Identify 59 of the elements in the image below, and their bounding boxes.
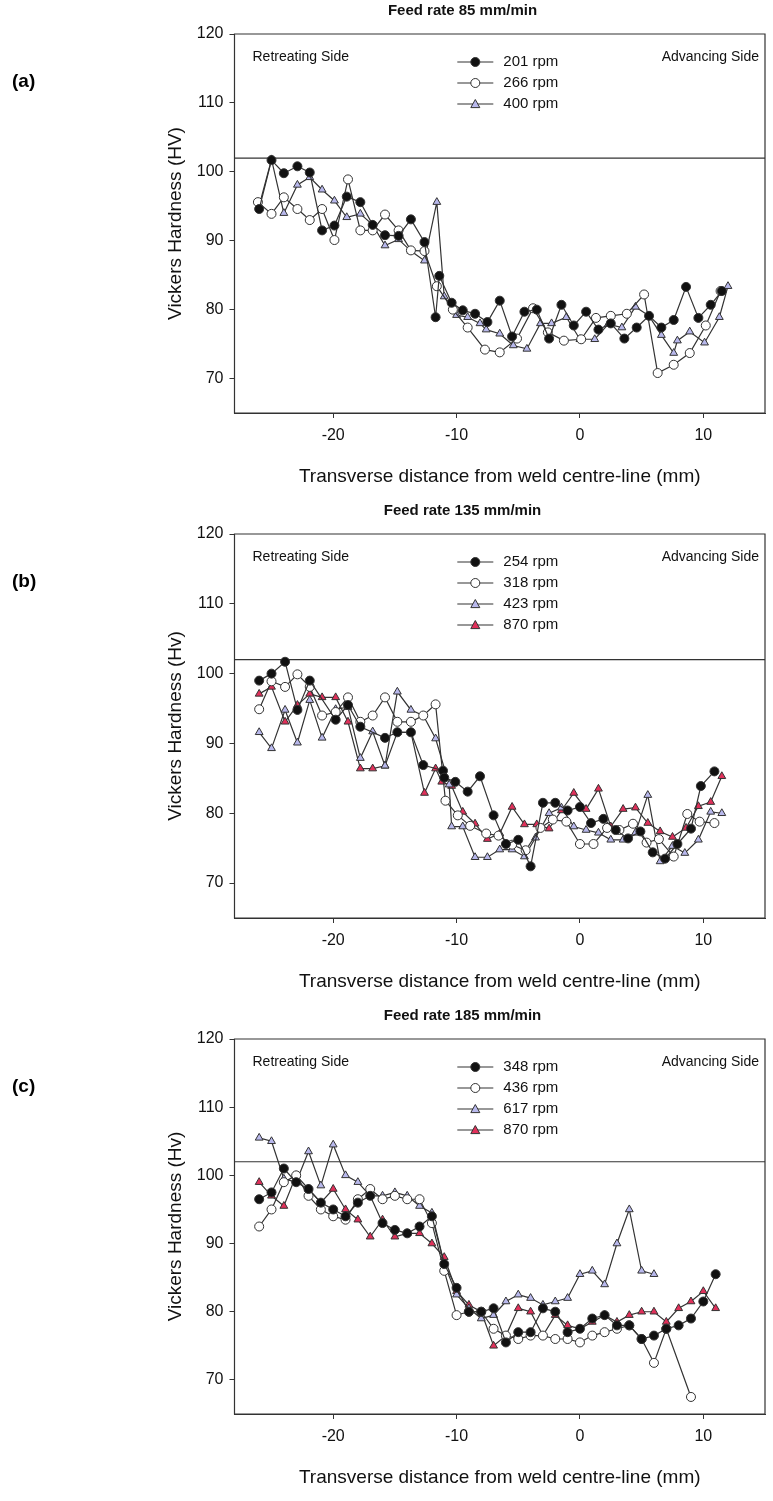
x-tick-label: -10 — [445, 1427, 469, 1445]
y-tick-label: 110 — [197, 1097, 224, 1115]
y-tick-label: 120 — [196, 1029, 224, 1047]
y-tick-label: 80 — [205, 1302, 224, 1320]
text: (c) — [12, 1075, 36, 1097]
x-tick-label: -20 — [321, 1427, 345, 1445]
y-tick-label: 90 — [205, 1233, 224, 1251]
chart-title: Feed rate 185 mm/min — [383, 1006, 542, 1024]
x-tick-label: -10 — [445, 426, 469, 444]
x-tick-label: 10 — [694, 426, 713, 444]
x-axis-title: Transverse distance from weld centre-line (mm) — [298, 464, 701, 486]
x-tick-label: 0 — [575, 1427, 585, 1445]
y-tick-label: 120 — [196, 524, 224, 542]
legend-label: 266 rpm — [503, 73, 559, 91]
legend-label: 254 rpm — [503, 552, 559, 570]
annotation: Retreating Side — [252, 1052, 350, 1069]
annotation: Advancing Side — [661, 47, 760, 64]
x-tick-label: -10 — [445, 931, 469, 949]
y-tick-label: 70 — [205, 1370, 224, 1388]
y-tick-label: 110 — [197, 594, 224, 612]
x-axis-title: Transverse distance from weld centre-line (mm) — [298, 1465, 701, 1487]
legend-label: 423 rpm — [503, 594, 559, 612]
y-tick-label: 80 — [205, 803, 224, 821]
legend-label: 348 rpm — [503, 1057, 559, 1075]
legend-label: 318 rpm — [503, 573, 559, 591]
x-tick-label: 0 — [575, 426, 585, 444]
annotation: Retreating Side — [252, 47, 350, 64]
x-tick-label: 10 — [694, 1427, 713, 1445]
y-axis-title: Vickers Hardness (HV) — [163, 127, 185, 320]
legend-label: 870 rpm — [503, 1120, 559, 1138]
x-tick-label: 10 — [694, 931, 713, 949]
text: (a) — [12, 70, 36, 92]
text: (b) — [12, 570, 37, 592]
y-tick-label: 70 — [205, 873, 224, 891]
annotation: Retreating Side — [252, 547, 350, 564]
annotation: Advancing Side — [661, 547, 760, 564]
y-tick-label: 100 — [196, 162, 224, 180]
y-axis-title: Vickers Hardness (Hv) — [163, 1131, 185, 1322]
y-tick-label: 120 — [196, 24, 224, 42]
legend-label: 400 rpm — [503, 94, 559, 112]
y-axis-title: Vickers Hardness (Hv) — [163, 631, 185, 821]
y-tick-label: 100 — [196, 1165, 224, 1183]
legend-label: 201 rpm — [503, 52, 559, 70]
chart-title: Feed rate 85 mm/min — [387, 1, 538, 19]
y-tick-label: 90 — [205, 231, 224, 249]
x-tick-label: 0 — [575, 931, 585, 949]
legend-label: 436 rpm — [503, 1078, 559, 1096]
x-tick-label: -20 — [321, 931, 345, 949]
chart-title: Feed rate 135 mm/min — [383, 501, 542, 519]
y-tick-label: 70 — [205, 368, 224, 386]
legend-label: 617 rpm — [503, 1099, 559, 1117]
annotation: Advancing Side — [661, 1052, 760, 1069]
y-tick-label: 90 — [205, 733, 224, 751]
y-tick-label: 80 — [205, 300, 224, 318]
x-axis-title: Transverse distance from weld centre-line (mm) — [298, 969, 701, 991]
y-tick-label: 100 — [196, 664, 224, 682]
x-tick-label: -20 — [321, 426, 345, 444]
y-tick-label: 110 — [197, 93, 224, 111]
legend-label: 870 rpm — [503, 615, 559, 633]
